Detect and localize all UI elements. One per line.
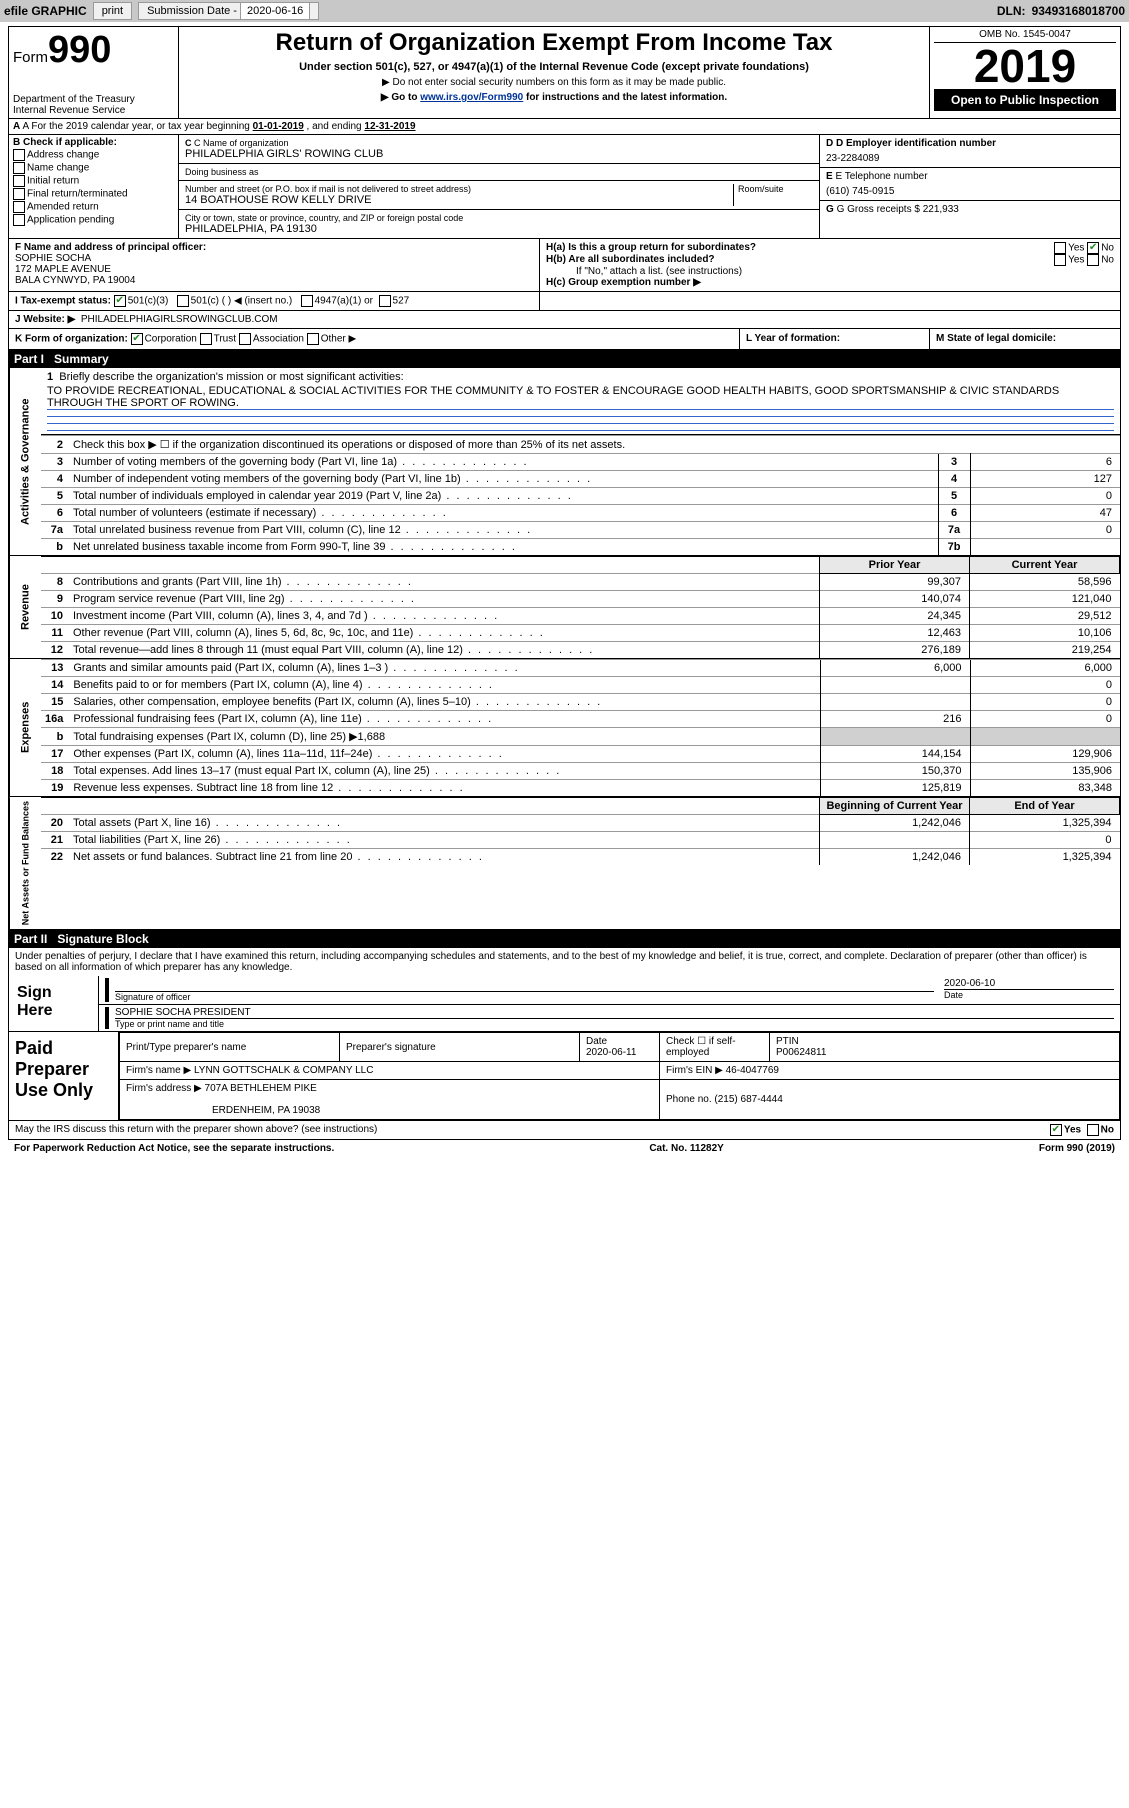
prep-date: 2020-06-11 (586, 1047, 636, 1058)
submission-date-box: Submission Date - 2020-06-16 (138, 2, 319, 20)
sign-here-block: Sign Here Signature of officer 2020-06-1… (8, 976, 1121, 1032)
checkbox-name-change[interactable] (13, 162, 25, 174)
checkbox-initial-return[interactable] (13, 175, 25, 187)
form-title: Return of Organization Exempt From Incom… (183, 29, 925, 57)
vlabel-exp: Expenses (9, 659, 41, 796)
firm-addr1: 707A BETHLEHEM PIKE (205, 1083, 317, 1094)
checkbox-hb-yes[interactable] (1054, 254, 1066, 266)
officer-name-title: SOPHIE SOCHA PRESIDENT (115, 1007, 1114, 1019)
checkbox-501c3[interactable] (114, 295, 126, 307)
col-prior-year: Prior Year (820, 557, 970, 574)
part-1-header: Part I Summary (8, 350, 1121, 368)
checkbox-final-return[interactable] (13, 188, 25, 200)
form-header: Form990 Department of the Treasury Inter… (8, 26, 1121, 119)
note-ssn: ▶ Do not enter social security numbers o… (183, 77, 925, 88)
row-k-form-org: K Form of organization: Corporation Trus… (9, 329, 740, 349)
sig-intro: Under penalties of perjury, I declare th… (8, 948, 1121, 976)
print-button[interactable]: print (93, 2, 132, 20)
part-2-header: Part II Signature Block (8, 930, 1121, 948)
firm-name: LYNN GOTTSCHALK & COMPANY LLC (194, 1065, 374, 1076)
irs-link[interactable]: www.irs.gov/Form990 (420, 92, 523, 103)
website-url: PHILADELPHIAGIRLSROWINGCLUB.COM (81, 314, 278, 325)
checkbox-hb-no[interactable] (1087, 254, 1099, 266)
paid-preparer-block: Paid Preparer Use Only Print/Type prepar… (8, 1032, 1121, 1121)
col-c-org-info: C C Name of organization PHILADELPHIA GI… (179, 135, 820, 238)
checkbox-ha-yes[interactable] (1054, 242, 1066, 254)
vlabel-rev: Revenue (9, 556, 41, 658)
ein: 23-2284089 (826, 153, 1114, 164)
dept-treasury: Department of the Treasury Internal Reve… (13, 94, 174, 116)
firm-ein: 46-4047769 (726, 1065, 779, 1076)
firm-phone: (215) 687-4444 (714, 1094, 782, 1105)
row-a-tax-year: A A For the 2019 calendar year, or tax y… (8, 119, 1121, 135)
checkbox-irs-yes[interactable] (1050, 1124, 1062, 1136)
row-l-year: L Year of formation: (740, 329, 930, 349)
row-j-website: J Website: ▶ PHILADELPHIAGIRLSROWINGCLUB… (8, 311, 1121, 329)
checkbox-assoc[interactable] (239, 333, 251, 345)
gross-receipts: 221,933 (923, 204, 959, 215)
org-city: PHILADELPHIA, PA 19130 (185, 223, 813, 235)
form-number: Form990 (13, 29, 174, 72)
col-b-checkboxes: B Check if applicable: Address change Na… (9, 135, 179, 238)
line-1-mission: 1 Briefly describe the organization's mi… (41, 368, 1120, 435)
page-footer: For Paperwork Reduction Act Notice, see … (8, 1140, 1121, 1157)
checkbox-other[interactable] (307, 333, 319, 345)
row-f-officer: F Name and address of principal officer:… (9, 239, 540, 291)
form-subtitle: Under section 501(c), 527, or 4947(a)(1)… (183, 61, 925, 73)
col-begin-year: Beginning of Current Year (820, 798, 970, 815)
checkbox-4947[interactable] (301, 295, 313, 307)
org-name: PHILADELPHIA GIRLS' ROWING CLUB (185, 148, 813, 160)
org-street: 14 BOATHOUSE ROW KELLY DRIVE (185, 194, 733, 206)
checkbox-501c[interactable] (177, 295, 189, 307)
row-h-group: H(a) Is this a group return for subordin… (540, 239, 1120, 291)
col-current-year: Current Year (970, 557, 1120, 574)
open-inspection: Open to Public Inspection (934, 89, 1116, 111)
checkbox-trust[interactable] (200, 333, 212, 345)
dln-value: 93493168018700 (1032, 4, 1125, 18)
table-na: Beginning of Current YearEnd of Year 20T… (41, 797, 1120, 865)
checkbox-527[interactable] (379, 295, 391, 307)
firm-addr2: ERDENHEIM, PA 19038 (126, 1105, 320, 1116)
checkbox-corp[interactable] (131, 333, 143, 345)
table-ag: 2Check this box ▶ ☐ if the organization … (41, 435, 1120, 555)
vlabel-na: Net Assets or Fund Balances (9, 797, 41, 929)
checkbox-ha-no[interactable] (1087, 242, 1099, 254)
table-exp: 13Grants and similar amounts paid (Part … (41, 659, 1120, 796)
note-goto: ▶ Go to www.irs.gov/Form990 for instruct… (183, 92, 925, 103)
table-rev: Prior YearCurrent Year 8Contributions an… (41, 556, 1120, 658)
checkbox-address-change[interactable] (13, 149, 25, 161)
vlabel-ag: Activities & Governance (9, 368, 41, 555)
checkbox-amended[interactable] (13, 201, 25, 213)
checkbox-irs-no[interactable] (1087, 1124, 1099, 1136)
ptin: P00624811 (776, 1047, 826, 1058)
row-m-state: M State of legal domicile: (930, 329, 1120, 349)
may-irs-discuss: May the IRS discuss this return with the… (8, 1121, 1121, 1140)
sig-date: 2020-06-10 (944, 978, 1114, 990)
col-end-year: End of Year (970, 798, 1120, 815)
col-de-ein-phone: D D Employer identification number 23-22… (820, 135, 1120, 238)
efile-top-bar: efile GRAPHIC print Submission Date - 20… (0, 0, 1129, 22)
tax-year: 2019 (934, 43, 1116, 89)
efile-label: efile GRAPHIC (4, 4, 87, 18)
dln-label: DLN: (997, 4, 1026, 18)
checkbox-app-pending[interactable] (13, 214, 25, 226)
phone: (610) 745-0915 (826, 186, 1114, 197)
row-i-tax-status: I Tax-exempt status: 501(c)(3) 501(c) ( … (9, 292, 540, 310)
